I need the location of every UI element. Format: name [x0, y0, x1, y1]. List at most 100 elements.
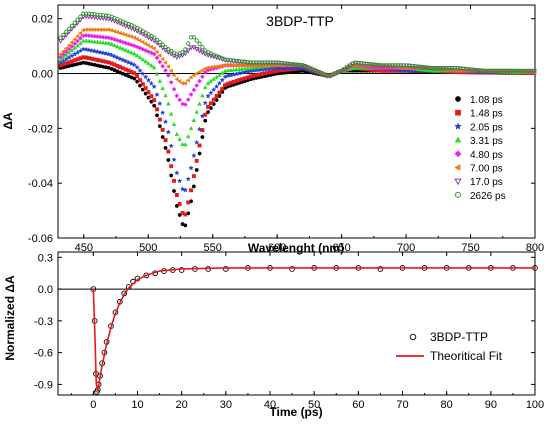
data-point: [100, 50, 106, 56]
data-point: [154, 71, 160, 76]
data-point: [106, 51, 112, 57]
data-point: [97, 39, 103, 44]
data-point: [103, 50, 109, 56]
data-point: [103, 13, 109, 18]
bottom-panel: 0 10 20 30 40 50 60 70 80 90 100 0.3 0.0 -0.3 -0.6 -0.…: [3, 251, 544, 419]
data-point: [429, 65, 435, 71]
data-point: [208, 78, 214, 83]
legend-marker: [409, 333, 417, 341]
data-point: [92, 33, 98, 39]
data-point: [367, 62, 372, 67]
data-point: [259, 60, 265, 65]
data-point: [137, 38, 142, 43]
data-point: [415, 64, 421, 69]
data-point: [200, 44, 205, 50]
data-point: [174, 93, 180, 99]
data-point: [285, 61, 290, 66]
data-point: [186, 200, 191, 205]
series-1-48-ps: [58, 55, 537, 217]
data-point: [185, 78, 190, 83]
data-point: [194, 71, 199, 76]
data-point: [117, 55, 123, 62]
data-point: [384, 63, 389, 68]
data-point: [234, 58, 239, 64]
data-point: [140, 39, 145, 45]
data-point: [97, 49, 104, 55]
data-point: [69, 23, 75, 28]
legend-label: 3.31 ps: [470, 136, 503, 147]
data-point: [208, 90, 214, 96]
legend-marker: [455, 109, 461, 116]
data-point: [483, 68, 489, 73]
data-point: [461, 66, 466, 71]
data-point: [171, 156, 177, 163]
data-point: [95, 34, 100, 39]
data-point: [138, 78, 142, 83]
data-point: [182, 187, 189, 193]
data-point: [197, 143, 202, 148]
data-point: [155, 113, 159, 118]
data-point: [86, 47, 92, 53]
data-point: [117, 38, 123, 44]
data-point: [515, 68, 520, 73]
data-point: [86, 38, 92, 43]
data-point: [228, 58, 233, 63]
data-point: [151, 65, 157, 70]
data-point: [132, 51, 137, 56]
data-point: [155, 107, 159, 112]
data-point: [231, 67, 236, 72]
data-point: [163, 68, 168, 73]
data-point: [94, 48, 101, 55]
data-point: [174, 170, 180, 176]
data-point: [202, 100, 209, 106]
data-point: [205, 93, 211, 99]
data-point: [290, 62, 296, 67]
data-point: [109, 41, 114, 46]
data-point: [154, 37, 160, 43]
data-point: [205, 80, 211, 85]
legend-marker: [454, 136, 462, 143]
data-point: [353, 60, 358, 65]
data-point: [154, 49, 159, 55]
data-point: [160, 42, 165, 47]
data-point: [78, 14, 83, 19]
data-point: [188, 92, 194, 97]
data-point: [148, 44, 153, 50]
data-point: [444, 65, 449, 71]
data-point: [517, 68, 523, 73]
bottom-y-axis-label: Normalized ΔA: [3, 275, 17, 361]
data-point: [435, 65, 440, 71]
y-tick-label: 0.0: [38, 284, 53, 296]
data-point: [217, 90, 222, 95]
x-tick-label: 60: [352, 399, 364, 411]
data-point: [222, 266, 229, 272]
data-point: [356, 60, 361, 66]
data-point: [172, 189, 176, 193]
x-tick-label: 0: [90, 399, 96, 411]
data-point: [225, 67, 231, 73]
data-point: [165, 64, 170, 69]
data-point: [191, 152, 197, 158]
data-point: [157, 40, 162, 45]
data-point: [177, 78, 182, 84]
data-point: [262, 60, 267, 65]
data-point: [208, 53, 214, 59]
data-point: [69, 39, 74, 45]
x-tick-label: 90: [485, 399, 497, 411]
y-tick-label: -0.6: [34, 348, 53, 360]
data-point: [188, 165, 194, 171]
data-point: [159, 109, 166, 116]
data-point: [390, 63, 395, 68]
data-point: [412, 64, 418, 69]
data-point: [407, 63, 412, 68]
data-point: [398, 63, 404, 68]
data-point: [149, 94, 154, 99]
top-y-axis-label: ΔA: [1, 112, 15, 130]
data-point: [245, 65, 251, 71]
data-point: [208, 101, 213, 106]
y-tick-label: -0.06: [28, 233, 53, 245]
data-point: [92, 12, 97, 17]
data-point: [128, 60, 135, 67]
data-point: [69, 47, 75, 53]
